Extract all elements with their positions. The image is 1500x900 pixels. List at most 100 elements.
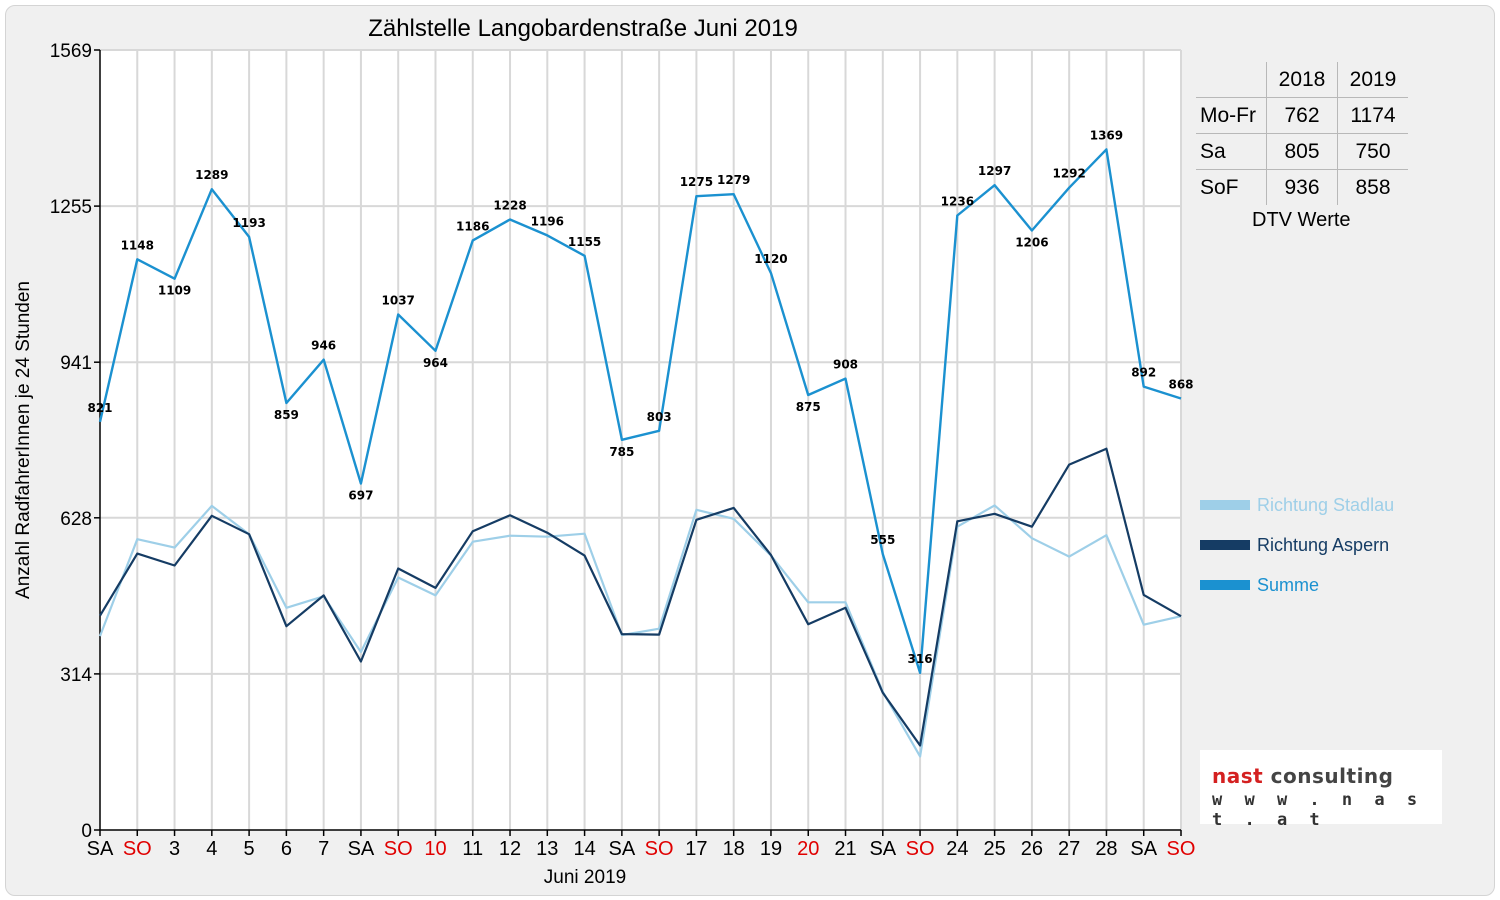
dtv-row-mofr: Mo-Fr 762 1174 [1196, 97, 1408, 134]
data-label: 1155 [568, 235, 601, 249]
x-tick-label: 18 [723, 838, 745, 860]
legend: Richtung Stadlau Richtung Aspern Summe [1200, 495, 1394, 595]
data-label: 1297 [978, 164, 1011, 178]
data-label: 1289 [195, 168, 228, 182]
data-label: 859 [274, 408, 299, 422]
nast-consulting-logo: nast consulting w w w . n a s t . a t [1200, 750, 1442, 830]
dtv-cell: 858 [1337, 169, 1408, 205]
x-tick-label: SO [645, 838, 674, 860]
data-label: 868 [1168, 377, 1193, 391]
x-tick-label: 25 [983, 838, 1005, 860]
dtv-row-label: Sa [1196, 133, 1267, 170]
data-label: 1292 [1052, 167, 1085, 181]
data-label: 1193 [232, 216, 265, 230]
data-label: 1236 [941, 195, 974, 209]
legend-swatch-aspern [1200, 540, 1250, 550]
x-tick-label: SO [1167, 838, 1196, 860]
x-tick-label: 7 [318, 838, 329, 860]
x-tick-label: SA [348, 838, 375, 860]
dtv-col-2019: 2019 [1337, 62, 1408, 98]
x-tick-label: SA [87, 838, 114, 860]
legend-swatch-summe [1200, 580, 1250, 590]
x-tick-label: SA [609, 838, 636, 860]
y-tick-labels: 0 314 628 941 1255 1569 [50, 41, 93, 842]
y-tick-label: 1255 [50, 197, 92, 218]
logo-url: w w w . n a s t . a t [1212, 790, 1424, 830]
x-tick-label: 26 [1021, 838, 1043, 860]
legend-label-summe: Summe [1257, 575, 1319, 595]
y-tick-label: 0 [81, 821, 92, 842]
dtv-cell: 1174 [1337, 97, 1408, 134]
dtv-row-label: Mo-Fr [1196, 97, 1267, 134]
dtv-table: 2018 2019 Mo-Fr 762 1174 Sa 805 750 SoF … [1196, 62, 1408, 205]
x-tick-label: 11 [462, 838, 483, 860]
x-tick-label: 12 [499, 838, 521, 860]
horizontal-gridlines [94, 49, 1181, 831]
data-label: 1206 [1015, 235, 1048, 249]
data-label: 1186 [456, 219, 489, 233]
y-tick-label: 941 [60, 353, 92, 374]
x-tick-label: 21 [834, 838, 856, 860]
x-tick-label: 10 [424, 838, 446, 860]
dtv-row-label: SoF [1200, 175, 1239, 199]
data-label: 1369 [1090, 128, 1123, 142]
series-line-richtung-aspern [99, 447, 1182, 747]
data-label: 908 [833, 358, 858, 372]
dtv-header-row: 2018 2019 [1196, 62, 1408, 98]
data-labels: 821 1148 1109 1289 1193 859 946 697 1037 964 1186 1… [87, 128, 1193, 665]
legend-label-stadlau: Richtung Stadlau [1257, 495, 1394, 515]
data-label: 697 [348, 488, 373, 502]
data-label: 892 [1131, 366, 1156, 380]
x-tick-label: 3 [169, 838, 180, 860]
plot-area [100, 50, 1181, 830]
x-tick-label: 24 [946, 838, 968, 860]
x-axis-label: Juni 2019 [544, 867, 626, 888]
y-tick-label: 1569 [50, 41, 92, 62]
data-label: 946 [311, 339, 336, 353]
dtv-col-2018: 2018 [1266, 62, 1338, 98]
data-label: 785 [609, 445, 634, 459]
x-tick-label: 20 [797, 838, 819, 860]
y-tick-label: 314 [60, 665, 92, 686]
x-tick-label: 17 [685, 838, 707, 860]
chart-title: Zählstelle Langobardenstraße Juni 2019 [368, 15, 798, 42]
y-tick-label: 628 [60, 509, 92, 530]
x-tick-label: SA [1130, 838, 1157, 860]
data-label: 803 [647, 410, 672, 424]
series-line-summe [98, 148, 1182, 675]
data-label: 964 [423, 356, 448, 370]
logo-wordmark: nast consulting [1212, 764, 1393, 788]
dtv-row-sa: Sa 805 750 [1196, 133, 1408, 170]
data-label: 1148 [121, 238, 154, 252]
logo-brand-red: nast [1212, 764, 1264, 788]
data-label: 555 [870, 533, 895, 547]
x-tick-label: 5 [244, 838, 255, 860]
x-tick-label: 4 [206, 838, 217, 860]
data-label: 1228 [493, 199, 526, 213]
x-tick-label: 27 [1058, 838, 1080, 860]
x-tick-label: 28 [1095, 838, 1117, 860]
dtv-cell: 762 [1266, 97, 1338, 134]
dtv-cell: 750 [1337, 133, 1408, 170]
x-tick-label: SO [123, 838, 152, 860]
series-lines [98, 148, 1182, 758]
vertical-gridlines [136, 50, 1182, 830]
data-label: 1275 [680, 175, 713, 189]
dtv-caption: DTV Werte [1252, 209, 1351, 231]
x-tick-label: 13 [536, 838, 558, 860]
legend-swatch-stadlau [1200, 500, 1250, 510]
x-tick-label: SO [906, 838, 935, 860]
x-tick-label: 19 [760, 838, 782, 860]
data-label: 821 [87, 401, 112, 415]
x-tick-label: SA [869, 838, 896, 860]
data-label: 1109 [158, 284, 191, 298]
dtv-cell: 936 [1266, 169, 1338, 205]
y-axis-label: Anzahl RadfahrerInnen je 24 Stunden [13, 281, 34, 599]
x-tick-label: 6 [281, 838, 292, 860]
data-label: 1037 [382, 293, 415, 307]
dtv-row-sof: SoF 936 858 [1196, 169, 1408, 205]
x-tick-label: 14 [573, 838, 595, 860]
data-label: 875 [796, 400, 821, 414]
logo-brand-grey: consulting [1270, 764, 1394, 788]
